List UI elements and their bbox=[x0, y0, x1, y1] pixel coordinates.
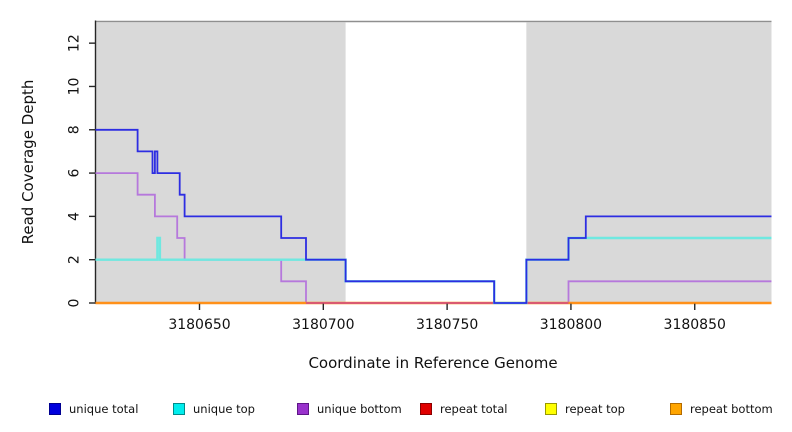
shaded-region bbox=[95, 22, 346, 303]
legend-label: repeat total bbox=[440, 402, 508, 416]
y-tick-label: 10 bbox=[67, 78, 83, 96]
legend-label: unique top bbox=[193, 402, 255, 416]
legend-item-repeat-total: repeat total bbox=[420, 399, 507, 419]
legend-label: unique total bbox=[69, 402, 139, 416]
legend-item-repeat-bottom: repeat bottom bbox=[670, 399, 773, 419]
legend-item-repeat-top: repeat top bbox=[545, 399, 625, 419]
y-tick-label: 12 bbox=[67, 34, 83, 52]
shaded-region bbox=[526, 22, 772, 303]
y-tick-label: 8 bbox=[67, 125, 83, 134]
y-tick-label: 2 bbox=[67, 255, 83, 264]
legend-swatch-icon bbox=[670, 403, 682, 415]
x-tick-label: 3180850 bbox=[664, 317, 726, 333]
legend-item-unique-top: unique top bbox=[173, 399, 255, 419]
x-tick-label: 3180650 bbox=[168, 317, 230, 333]
legend-item-unique-bottom: unique bottom bbox=[297, 399, 402, 419]
x-tick-label: 3180800 bbox=[540, 317, 602, 333]
y-tick-label: 4 bbox=[67, 212, 83, 221]
x-tick-label: 3180750 bbox=[416, 317, 478, 333]
legend-item-unique-total: unique total bbox=[49, 399, 138, 419]
legend-swatch-icon bbox=[297, 403, 309, 415]
legend-swatch-icon bbox=[545, 403, 557, 415]
legend-swatch-icon bbox=[49, 403, 61, 415]
y-axis-title: Read Coverage Depth bbox=[19, 79, 37, 245]
legend-label: repeat bottom bbox=[690, 402, 773, 416]
legend-label: unique bottom bbox=[317, 402, 402, 416]
x-tick-label: 3180700 bbox=[292, 317, 354, 333]
y-tick-label: 6 bbox=[67, 169, 83, 178]
y-tick-label: 0 bbox=[67, 299, 83, 308]
legend-label: repeat top bbox=[565, 402, 625, 416]
legend-swatch-icon bbox=[420, 403, 432, 415]
legend-swatch-icon bbox=[173, 403, 185, 415]
legend: unique total unique top unique bottom repea… bbox=[0, 399, 792, 423]
x-axis-title: Coordinate in Reference Genome bbox=[308, 354, 558, 372]
series-unique-total bbox=[95, 128, 772, 304]
